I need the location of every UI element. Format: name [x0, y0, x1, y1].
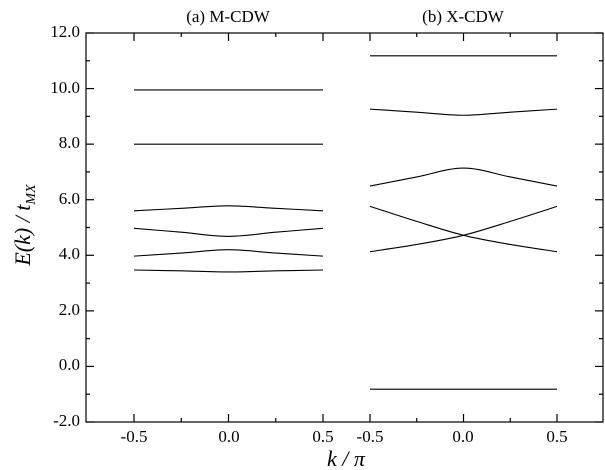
band-line-panel-b-4 [369, 205, 558, 253]
panel-title-a: (a) M-CDW [186, 7, 271, 26]
y-tick-label: 4.0 [59, 244, 80, 263]
y-tick-label: -2.0 [53, 411, 80, 430]
band-line-panel-a-6 [133, 269, 324, 273]
y-tick-label: 2.0 [59, 300, 80, 319]
band-line-panel-a-4 [133, 227, 324, 237]
x-tick-label: 0.0 [452, 427, 473, 446]
y-tick-label: 8.0 [59, 133, 80, 152]
x-tick-label: -0.5 [121, 427, 148, 446]
y-tick-label: 0.0 [59, 355, 80, 374]
plot-frame [85, 32, 604, 423]
x-axis-label: k / π [327, 446, 366, 470]
x-tick-label: 0.5 [312, 427, 333, 446]
x-tick-label: 0.5 [546, 427, 567, 446]
y-tick-label: 12.0 [50, 22, 80, 41]
band-line-panel-b-3 [369, 167, 558, 187]
band-line-panel-b-5 [369, 205, 558, 253]
x-tick-label: -0.5 [357, 427, 384, 446]
band-line-panel-a-3 [133, 205, 324, 212]
band-line-panel-a-5 [133, 249, 324, 257]
panel-title-b: (b) X-CDW [422, 7, 505, 26]
x-tick-label: 0.0 [218, 427, 239, 446]
y-axis-label: E(k) / tMX [10, 184, 39, 267]
y-tick-label: 10.0 [50, 78, 80, 97]
band-line-panel-b-2 [369, 108, 558, 116]
y-tick-label: 6.0 [59, 189, 80, 208]
